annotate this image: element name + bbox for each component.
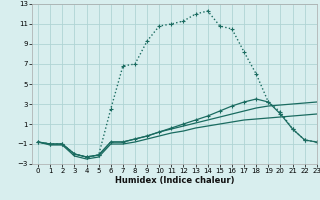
X-axis label: Humidex (Indice chaleur): Humidex (Indice chaleur) [115,176,234,185]
